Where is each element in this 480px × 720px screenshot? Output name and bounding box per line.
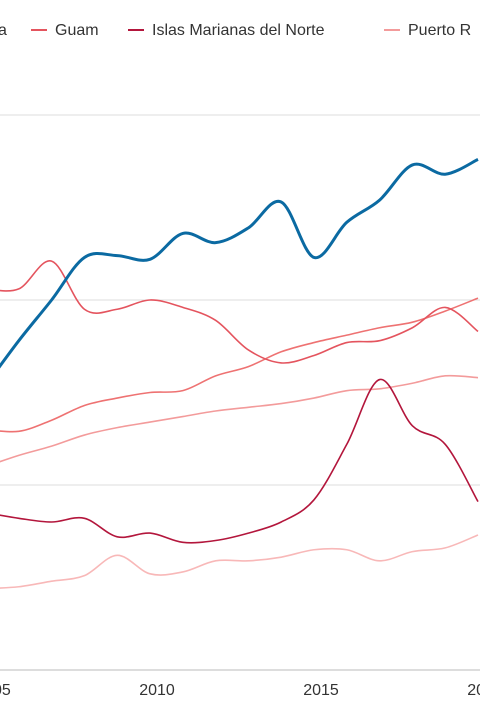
legend-label: Islas Marianas del Norte (152, 22, 325, 39)
legend-label: Guam (55, 22, 99, 39)
x-tick-label: 2010 (139, 682, 175, 699)
x-tick-label: 2015 (303, 682, 339, 699)
series-line (0, 534, 479, 589)
series-line (0, 378, 479, 544)
legend-label: Puerto R (408, 22, 471, 39)
legend-label: a (0, 22, 7, 39)
x-tick-label: 2020 (467, 682, 480, 699)
x-tick-label: 2005 (0, 682, 11, 699)
series-line (0, 260, 479, 364)
series-line (0, 158, 479, 369)
series-line (0, 374, 479, 463)
series-line (0, 297, 479, 433)
